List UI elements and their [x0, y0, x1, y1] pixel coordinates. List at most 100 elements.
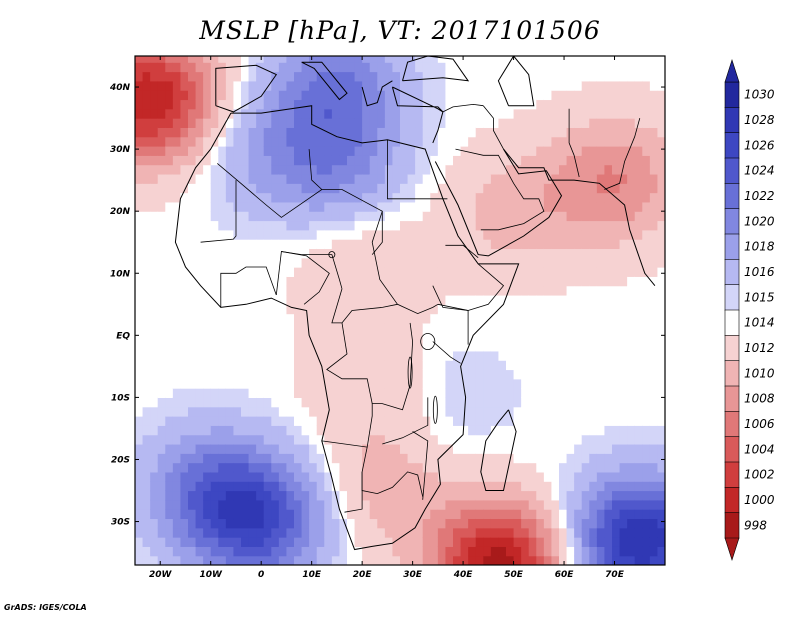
field-cell [490, 211, 500, 222]
field-cell [377, 332, 386, 343]
field-cell [263, 90, 272, 101]
field-cell [195, 369, 204, 380]
field-cell [596, 257, 606, 268]
field-cell [331, 397, 341, 408]
field-cell [521, 388, 530, 398]
field-cell [536, 136, 545, 147]
field-cell [521, 71, 530, 82]
field-cell [203, 341, 212, 352]
field-cell [627, 369, 636, 380]
field-cell [392, 527, 401, 538]
field-cell [271, 471, 280, 482]
field-cell [225, 71, 235, 82]
field-cell [627, 90, 636, 101]
field-cell [513, 509, 522, 520]
field-cell [657, 183, 665, 194]
field-cell [506, 62, 515, 73]
field-cell [218, 369, 227, 380]
field-cell [543, 56, 553, 63]
field-cell [286, 527, 295, 538]
field-cell [203, 108, 212, 119]
field-cell [468, 146, 477, 156]
field-cell [619, 276, 628, 287]
field-cell [309, 62, 318, 73]
field-cell [528, 56, 537, 63]
field-cell [490, 453, 500, 464]
field-cell [460, 369, 469, 380]
field-cell [331, 462, 341, 473]
field-cell [634, 136, 643, 147]
field-cell [574, 425, 583, 436]
field-cell [188, 294, 197, 305]
field-cell [498, 555, 507, 565]
field-cell [203, 416, 212, 426]
field-cell [498, 397, 507, 408]
field-cell [649, 192, 659, 203]
field-cell [195, 80, 204, 91]
field-cell [241, 369, 250, 380]
field-cell [468, 434, 477, 445]
field-cell [460, 56, 469, 63]
field-cell [581, 71, 590, 82]
field-cell [271, 99, 280, 110]
field-cell [559, 555, 568, 565]
field-cell [596, 136, 606, 147]
field-cell [218, 350, 227, 361]
field-cell [324, 378, 333, 389]
field-cell [210, 322, 219, 333]
africa-coast [174, 105, 520, 551]
field-cell [521, 136, 530, 147]
field-cell [309, 99, 318, 110]
field-cell [165, 434, 174, 445]
field-cell [559, 164, 568, 175]
field-cell [150, 350, 159, 361]
field-cell [460, 62, 469, 73]
field-cell [528, 164, 537, 175]
field-cell [581, 164, 590, 175]
field-cell [369, 555, 378, 565]
field-cell [369, 443, 378, 454]
field-cell [392, 453, 401, 464]
field-cell [445, 341, 454, 352]
field-cell [490, 192, 500, 203]
field-cell [180, 90, 189, 101]
field-cell [498, 267, 507, 277]
field-cell [354, 80, 363, 91]
field-cell [195, 434, 204, 445]
field-cell [634, 294, 643, 305]
field-cell [225, 341, 235, 352]
field-cell [150, 257, 159, 268]
field-cell [551, 527, 560, 538]
field-cell [468, 229, 477, 240]
field-cell [475, 248, 484, 259]
field-cell [331, 406, 341, 417]
field-cell [188, 108, 197, 119]
field-cell [619, 136, 628, 147]
field-cell [596, 294, 606, 305]
field-cell [278, 239, 288, 250]
field-cell [634, 322, 643, 333]
field-cell [339, 322, 348, 333]
field-cell [642, 229, 651, 240]
field-cell [203, 527, 212, 538]
field-cell [468, 360, 477, 371]
border-mali-mauritania [200, 180, 237, 243]
field-cell [369, 481, 378, 492]
field-cell [521, 369, 530, 380]
field-cell [203, 453, 212, 464]
field-cell [339, 471, 348, 482]
field-cell [604, 527, 613, 538]
field-cell [430, 80, 439, 91]
field-cell [460, 555, 469, 565]
field-cell [233, 369, 242, 380]
field-cell [203, 239, 212, 250]
field-cell [225, 155, 235, 166]
field-cell [536, 527, 545, 538]
field-cell [596, 509, 606, 520]
field-cell [468, 173, 477, 184]
field-cell [384, 211, 394, 222]
field-cell [513, 99, 522, 110]
field-cell [271, 146, 280, 156]
field-cell [657, 118, 665, 128]
field-cell [377, 127, 386, 138]
